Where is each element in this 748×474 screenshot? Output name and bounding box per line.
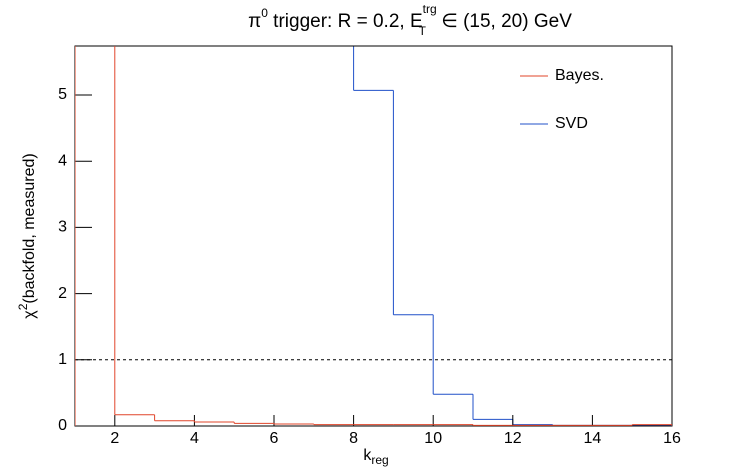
bayes-layer — [75, 46, 672, 426]
y-tick-label: 2 — [58, 285, 67, 302]
x-tick-label: 4 — [190, 430, 199, 447]
y-tick-label: 4 — [58, 152, 67, 169]
y-tick-label: 0 — [58, 417, 67, 434]
x-tick-label: 16 — [663, 430, 681, 447]
x-tick-label: 14 — [584, 430, 602, 447]
y-tick-label: 1 — [58, 351, 67, 368]
svd-layer — [75, 46, 672, 426]
x-tick-label: 8 — [349, 430, 358, 447]
y-axis-label: χ2(backfold, measured) — [16, 153, 38, 318]
frame — [74, 45, 673, 427]
y-tick-label: 3 — [58, 219, 67, 236]
chart-title: π0 trigger: R = 0.2, Etrg T ∈ (15, 20) Ge… — [248, 2, 572, 38]
y-tick-label: 5 — [58, 86, 67, 103]
x-tick-label: 12 — [504, 430, 522, 447]
legend-label: Bayes. — [555, 67, 604, 84]
legend-label: SVD — [555, 115, 588, 132]
x-tick-label: 10 — [424, 430, 442, 447]
x-tick-label: 6 — [270, 430, 279, 447]
x-axis-label: kreg — [363, 447, 388, 467]
x-tick-label: 2 — [110, 430, 119, 447]
